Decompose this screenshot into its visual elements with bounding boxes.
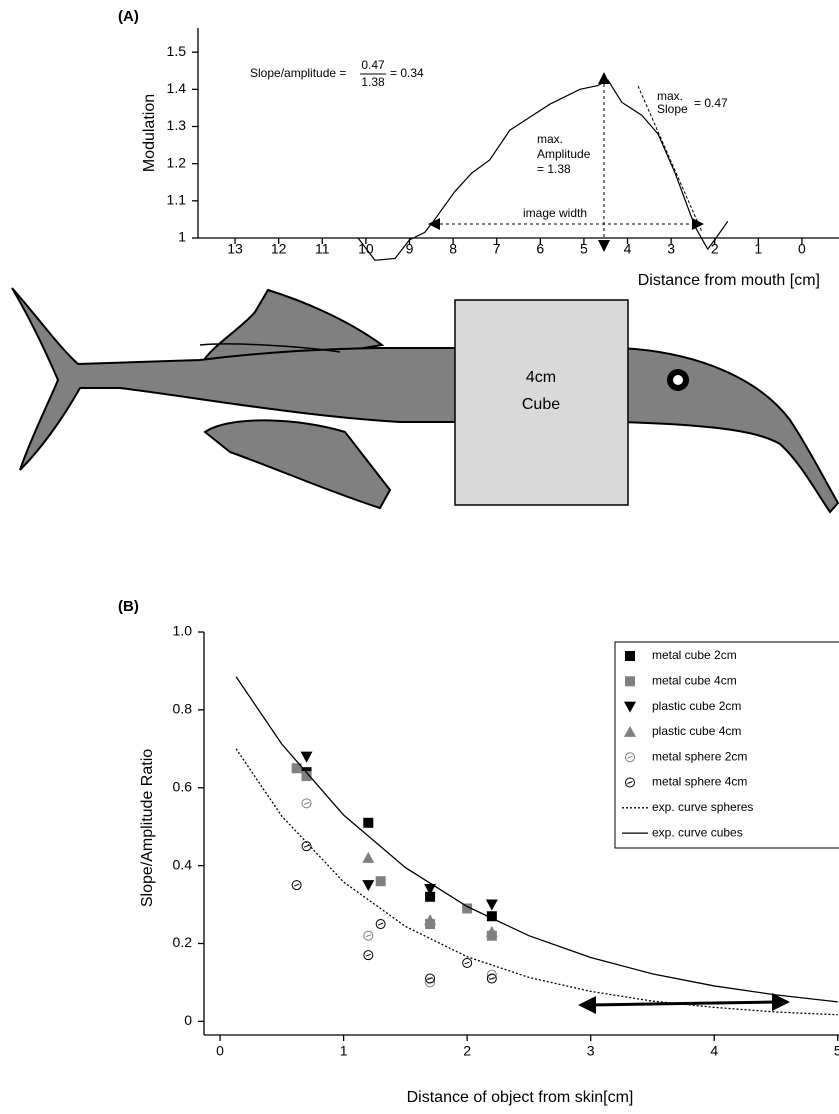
legend-label: plastic cube 4cm (652, 724, 741, 738)
legend-label: metal cube 2cm (652, 648, 737, 662)
marker (363, 818, 373, 828)
y-tick-label: 0.4 (173, 856, 193, 872)
x-tick-label: 0 (798, 241, 806, 257)
marker-stroke (304, 802, 309, 804)
marker (625, 676, 635, 686)
x-tick-label: 5 (580, 241, 588, 257)
x-tick-label: 1 (340, 1043, 348, 1059)
y-tick-label: 1.3 (167, 117, 187, 133)
marker (487, 970, 496, 979)
y-tick-label: 1.5 (167, 43, 187, 59)
marker-stroke (465, 962, 470, 964)
x-tick-label: 6 (536, 241, 544, 257)
marker-stroke (366, 935, 371, 937)
legend-label: exp. curve spheres (652, 800, 753, 814)
pelvic-fin (205, 420, 390, 508)
x-tick-label: 2 (463, 1043, 471, 1059)
x-tick-label: 3 (667, 241, 675, 257)
marker (362, 880, 374, 891)
x-tick-label: 1 (754, 241, 762, 257)
panel-a-annotations: (A) Slope/amplitude = 0.47 1.38 = 0.34 m… (118, 8, 728, 252)
arrow-head (578, 996, 596, 1014)
legend-label: metal sphere 2cm (652, 749, 747, 763)
x-tick-label: 8 (449, 241, 457, 257)
annotation: 1.38 (361, 75, 385, 89)
y-tick-label: 0.8 (173, 701, 193, 717)
marker (364, 931, 373, 940)
x-tick-label: 4 (624, 241, 632, 257)
arrow-head (598, 240, 610, 252)
marker (301, 752, 313, 763)
marker (376, 876, 386, 886)
fish-diagram (12, 288, 838, 512)
x-tick-label: 4 (710, 1043, 718, 1059)
y-tick-label: 0 (184, 1012, 192, 1028)
y-tick-label: 1 (178, 229, 186, 245)
marker (376, 920, 385, 929)
annotation: = 0.34 (390, 66, 424, 80)
legend-label: metal sphere 4cm (652, 775, 747, 789)
annotation: = 1.38 (537, 162, 571, 176)
x-tick-label: 5 (834, 1043, 839, 1059)
annotation: Slope (657, 102, 688, 116)
y-axis-label: Slope/Amplitude Ratio (139, 749, 156, 907)
y-tick-label: 0.2 (173, 934, 193, 950)
marker (362, 852, 374, 863)
marker (364, 951, 373, 960)
annotation: max. (657, 89, 683, 103)
y-tick-label: 1.2 (167, 154, 187, 170)
y-tick-label: 1.4 (167, 80, 187, 96)
marker-stroke (304, 845, 309, 847)
panel-label: (B) (118, 598, 139, 615)
marker (426, 978, 435, 987)
marker (426, 974, 435, 983)
x-tick-label: 3 (587, 1043, 595, 1059)
annotation: Slope/amplitude = (250, 66, 346, 80)
x-tick-label: 11 (315, 241, 330, 257)
marker (625, 651, 635, 661)
marker (302, 799, 311, 808)
x-axis-label: Distance from mouth [cm] (638, 272, 820, 289)
eye-pupil (673, 375, 683, 385)
x-tick-label: 12 (271, 241, 287, 257)
x-tick-label: 0 (216, 1043, 224, 1059)
legend-label: metal cube 4cm (652, 673, 737, 687)
y-tick-label: 0.6 (173, 778, 193, 794)
annotation: Amplitude (537, 147, 591, 161)
figure: (A) Slope/amplitude = 0.47 1.38 = 0.34 m… (0, 0, 839, 1114)
marker-stroke (366, 954, 371, 956)
marker (292, 881, 301, 890)
x-axis-label: Distance of object from skin[cm] (407, 1089, 634, 1106)
cube-label: 4cm (526, 369, 556, 386)
x-tick-label: 7 (493, 241, 501, 257)
fish-body (12, 288, 838, 512)
annotation: = 0.47 (694, 96, 728, 110)
x-tick-label: 13 (227, 241, 243, 257)
legend-label: exp. curve cubes (652, 825, 743, 839)
marker (463, 958, 472, 967)
cube-label: Cube (522, 396, 560, 413)
marker-stroke (294, 884, 299, 886)
marker (487, 974, 496, 983)
marker-stroke (378, 923, 383, 925)
y-tick-label: 1.0 (173, 623, 193, 639)
panel-label: (A) (118, 8, 139, 25)
range-arrow (590, 1002, 776, 1005)
legend-label: plastic cube 2cm (652, 699, 741, 713)
annotation: image width (523, 206, 587, 220)
annotation: max. (537, 132, 563, 146)
y-axis-label: Modulation (141, 94, 158, 172)
y-tick-label: 1.1 (167, 192, 187, 208)
marker (486, 900, 498, 911)
annotation: 0.47 (361, 58, 385, 72)
